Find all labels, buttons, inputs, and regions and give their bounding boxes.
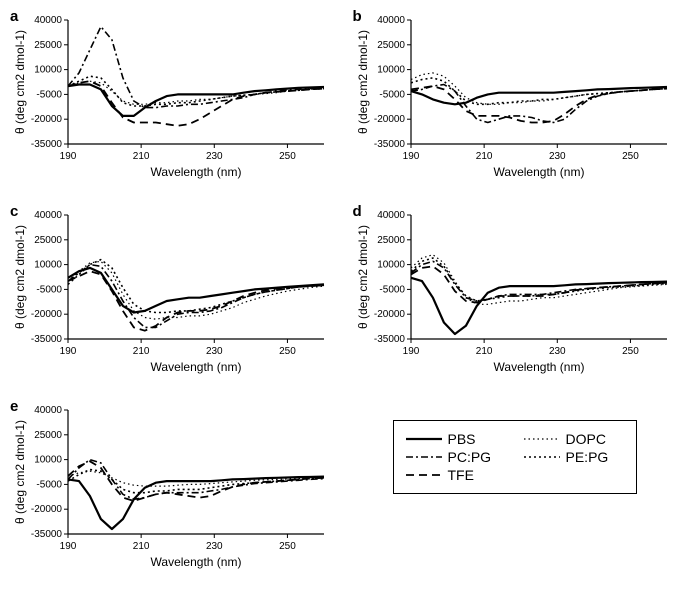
svg-text:θ (deg cm2 dmol-1): θ (deg cm2 dmol-1) [356, 225, 370, 329]
svg-text:250: 250 [279, 346, 296, 357]
svg-text:-5000: -5000 [36, 89, 62, 100]
svg-text:-20000: -20000 [31, 309, 63, 320]
svg-text:-35000: -35000 [373, 139, 405, 150]
chart-c: -35000 -20000 -5000 10000 25000 40000 190 210 23… [10, 205, 330, 375]
svg-text:θ (deg cm2 dmol-1): θ (deg cm2 dmol-1) [13, 420, 27, 524]
svg-text:190: 190 [402, 346, 419, 357]
svg-text:40000: 40000 [34, 210, 62, 221]
svg-text:190: 190 [60, 151, 77, 162]
legend-label-pcpg: PC:PG [448, 449, 492, 465]
legend-swatch-pcpg [406, 450, 442, 464]
svg-text:40000: 40000 [377, 210, 405, 221]
svg-text:-5000: -5000 [36, 479, 62, 490]
panel-label-b: b [353, 8, 362, 25]
legend-item-tfe: TFE [406, 467, 506, 483]
svg-text:-20000: -20000 [31, 114, 63, 125]
panel-a: a -35000 -20000 -5000 10000 25000 40000 190 210… [10, 10, 333, 185]
svg-text:10000: 10000 [34, 65, 62, 76]
legend-item-dopc: DOPC [524, 431, 624, 447]
svg-text:250: 250 [622, 151, 639, 162]
svg-text:10000: 10000 [34, 455, 62, 466]
svg-text:40000: 40000 [34, 15, 62, 26]
legend-item-pcpg: PC:PG [406, 449, 506, 465]
svg-text:-5000: -5000 [379, 89, 405, 100]
chart-b: -35000 -20000 -5000 10000 25000 40000 190 210 23… [353, 10, 673, 180]
svg-text:40000: 40000 [377, 15, 405, 26]
svg-text:210: 210 [133, 541, 150, 552]
svg-text:25000: 25000 [377, 40, 405, 51]
chart-d: -35000 -20000 -5000 10000 25000 40000 190 210 23… [353, 205, 673, 375]
svg-text:25000: 25000 [34, 235, 62, 246]
svg-text:190: 190 [402, 151, 419, 162]
svg-text:-20000: -20000 [31, 504, 63, 515]
svg-text:-35000: -35000 [31, 334, 63, 345]
svg-text:210: 210 [133, 151, 150, 162]
svg-text:Wavelength (nm): Wavelength (nm) [493, 165, 584, 179]
chart-grid: a -35000 -20000 -5000 10000 25000 40000 190 210… [10, 10, 675, 575]
panel-label-e: e [10, 398, 18, 415]
svg-text:-20000: -20000 [373, 114, 405, 125]
svg-text:230: 230 [206, 346, 223, 357]
svg-text:25000: 25000 [377, 235, 405, 246]
svg-text:θ (deg cm2 dmol-1): θ (deg cm2 dmol-1) [13, 30, 27, 134]
chart-e: -35000 -20000 -5000 10000 25000 40000 190 210 23… [10, 400, 330, 570]
legend-swatch-dopc [524, 432, 560, 446]
svg-text:Wavelength (nm): Wavelength (nm) [151, 360, 242, 374]
legend-item-pbs: PBS [406, 431, 506, 447]
svg-text:-35000: -35000 [31, 139, 63, 150]
legend-label-dopc: DOPC [566, 431, 606, 447]
svg-text:25000: 25000 [34, 430, 62, 441]
chart-a: -35000 -20000 -5000 10000 25000 40000 190 210 23… [10, 10, 330, 180]
svg-text:10000: 10000 [34, 260, 62, 271]
svg-text:θ (deg cm2 dmol-1): θ (deg cm2 dmol-1) [356, 30, 370, 134]
legend-label-pepg: PE:PG [566, 449, 609, 465]
legend-swatch-pepg [524, 450, 560, 464]
svg-text:-35000: -35000 [31, 529, 63, 540]
svg-text:-20000: -20000 [373, 309, 405, 320]
svg-text:210: 210 [475, 151, 492, 162]
svg-text:190: 190 [60, 346, 77, 357]
panel-c: c -35000 -20000 -5000 10000 25000 40000 190 210… [10, 205, 333, 380]
svg-text:-5000: -5000 [36, 284, 62, 295]
svg-text:40000: 40000 [34, 405, 62, 416]
svg-text:10000: 10000 [377, 260, 405, 271]
legend-panel: PBS DOPC PC:PG PE:PG [353, 400, 676, 575]
legend-label-pbs: PBS [448, 431, 476, 447]
panel-b: b -35000 -20000 -5000 10000 25000 40000 190 210… [353, 10, 676, 185]
svg-text:250: 250 [279, 541, 296, 552]
legend-label-tfe: TFE [448, 467, 474, 483]
svg-text:210: 210 [475, 346, 492, 357]
svg-text:230: 230 [206, 151, 223, 162]
svg-text:Wavelength (nm): Wavelength (nm) [493, 360, 584, 374]
legend-swatch-tfe [406, 468, 442, 482]
svg-text:Wavelength (nm): Wavelength (nm) [151, 165, 242, 179]
svg-text:230: 230 [548, 346, 565, 357]
svg-text:190: 190 [60, 541, 77, 552]
svg-text:230: 230 [548, 151, 565, 162]
svg-text:230: 230 [206, 541, 223, 552]
svg-text:θ (deg cm2 dmol-1): θ (deg cm2 dmol-1) [13, 225, 27, 329]
panel-label-d: d [353, 203, 362, 220]
svg-text:250: 250 [622, 346, 639, 357]
svg-text:-35000: -35000 [373, 334, 405, 345]
svg-text:250: 250 [279, 151, 296, 162]
panel-label-c: c [10, 203, 18, 220]
svg-text:-5000: -5000 [379, 284, 405, 295]
legend-item-pepg: PE:PG [524, 449, 624, 465]
svg-text:210: 210 [133, 346, 150, 357]
svg-text:10000: 10000 [377, 65, 405, 76]
svg-text:Wavelength (nm): Wavelength (nm) [151, 555, 242, 569]
legend-box: PBS DOPC PC:PG PE:PG [393, 420, 637, 494]
panel-d: d -35000 -20000 -5000 10000 25000 40000 190 210… [353, 205, 676, 380]
svg-text:25000: 25000 [34, 40, 62, 51]
panel-label-a: a [10, 8, 18, 25]
legend-swatch-pbs [406, 432, 442, 446]
panel-e: e -35000 -20000 -5000 10000 25000 40000 190 210… [10, 400, 333, 575]
